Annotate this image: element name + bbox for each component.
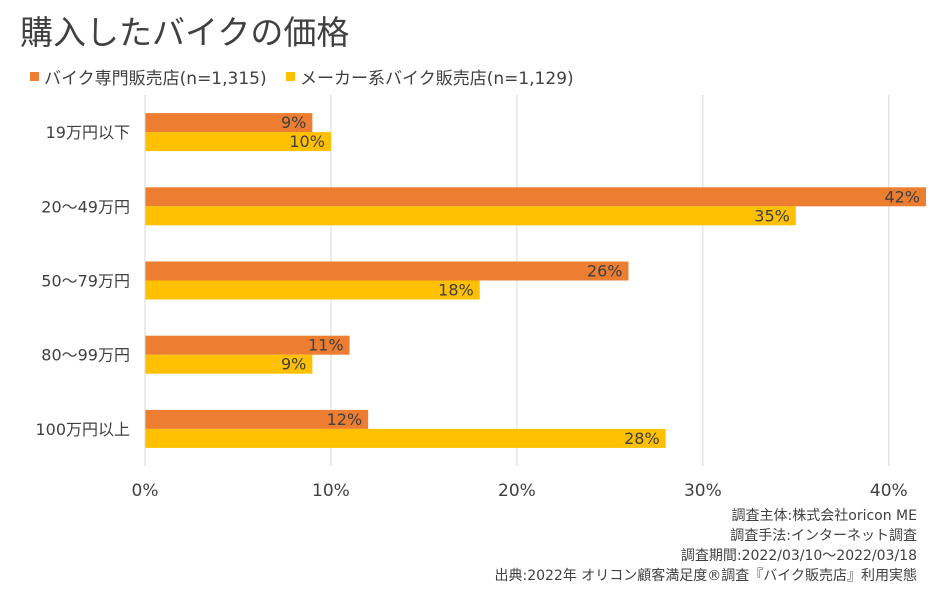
footnote-survey-period: 調査期間:2022/03/10～2022/03/18: [680, 548, 917, 564]
x-tick-label: 20%: [498, 481, 536, 501]
legend-label-dealer: バイク専門販売店(n=1,315): [44, 69, 267, 89]
bar-dealer: [145, 113, 313, 133]
data-label: 18%: [438, 281, 474, 300]
x-tick-label: 30%: [684, 481, 722, 501]
x-tick-label: 40%: [870, 481, 908, 501]
footnote-source: 出典:2022年 オリコン顧客満足度®調査『バイク販売店』利用実態: [494, 568, 917, 584]
footnotes: 調査主体:株式会社oricon ME 調査手法:インターネット調査 調査期間:2…: [494, 506, 917, 586]
footnote-survey-method: 調査手法:インターネット調査: [730, 528, 917, 544]
legend: バイク専門販売店(n=1,315) メーカー系バイク販売店(n=1,129): [30, 64, 588, 89]
bar-maker: [145, 280, 480, 300]
x-tick-label: 10%: [312, 481, 350, 501]
legend-swatch-maker: [286, 72, 296, 81]
category-label: 20～49万円: [41, 197, 130, 216]
footnote-survey-body: 調査主体:株式会社oricon ME: [731, 508, 917, 524]
category-label: 50～79万円: [41, 272, 130, 291]
legend-item-maker: メーカー系バイク販売店(n=1,129): [286, 64, 574, 89]
data-label: 28%: [624, 429, 660, 448]
chart-title: 購入したバイクの価格: [20, 13, 350, 52]
data-label: 26%: [587, 262, 623, 281]
x-tick-label: 0%: [132, 481, 159, 501]
data-label: 9%: [281, 355, 306, 374]
bar-dealer: [145, 261, 629, 281]
bar-maker: [145, 206, 796, 226]
data-label: 42%: [884, 187, 920, 206]
data-label: 10%: [289, 132, 325, 151]
category-label: 100万円以上: [35, 420, 130, 439]
legend-swatch-dealer: [30, 72, 39, 81]
data-label: 35%: [754, 206, 790, 225]
data-label: 9%: [281, 113, 306, 132]
bar-dealer: [145, 335, 350, 355]
category-label: 19万円以下: [46, 123, 130, 142]
bar-maker: [145, 428, 666, 448]
bar-maker: [145, 354, 313, 374]
bar-maker: [145, 132, 331, 152]
legend-label-maker: メーカー系バイク販売店(n=1,129): [300, 69, 574, 89]
bar-dealer: [145, 409, 369, 429]
bar-dealer: [145, 187, 926, 207]
data-label: 11%: [308, 336, 344, 355]
legend-item-dealer: バイク専門販売店(n=1,315): [30, 64, 267, 89]
category-label: 80～99万円: [41, 346, 130, 365]
data-label: 12%: [327, 410, 363, 429]
